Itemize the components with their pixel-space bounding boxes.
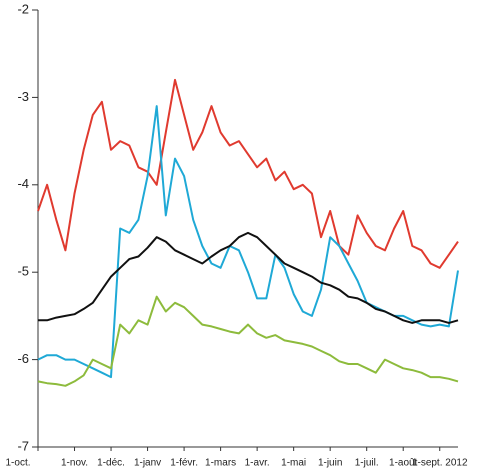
x-tick-label: 1-déc. <box>97 458 125 469</box>
y-tick-label: -6 <box>17 351 29 366</box>
x-tick-label: 1-juil. <box>355 458 379 469</box>
y-tick-label: -5 <box>17 264 29 279</box>
x-tick-label: 1-avr. <box>245 458 270 469</box>
x-tick-label: 1-nov. <box>61 458 88 469</box>
y-tick-label: -7 <box>17 438 29 453</box>
x-tick-label: 1-août <box>389 458 418 469</box>
series-line <box>37 105 459 379</box>
x-tick-label: 1-févr. <box>170 458 198 469</box>
y-tick-label: -3 <box>17 89 29 104</box>
x-tick-label: 1-mai <box>281 458 306 469</box>
x-tick-label: 1-oct. <box>5 458 30 469</box>
series-line <box>37 78 459 269</box>
y-tick-label: -4 <box>17 176 29 191</box>
series-line <box>38 231 459 324</box>
x-tick-label: 1-sept. 2012 <box>412 458 468 469</box>
y-tick-label: -2 <box>17 1 29 16</box>
x-tick-label: 1-juin <box>318 458 342 469</box>
series-line <box>37 295 459 387</box>
x-tick-label: 1-janv <box>134 458 161 469</box>
x-tick-label: 1-mars <box>205 458 236 469</box>
